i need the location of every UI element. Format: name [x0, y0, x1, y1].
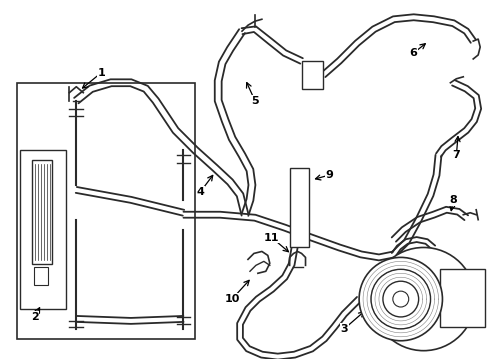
Text: 11: 11	[264, 233, 279, 243]
Bar	[34, 267, 47, 285]
Text: 10: 10	[224, 294, 239, 304]
Text: 8: 8	[448, 195, 456, 205]
Text: 3: 3	[340, 324, 347, 334]
Text: 4: 4	[196, 187, 204, 197]
Bar	[32, 160, 51, 264]
Bar	[289, 168, 309, 247]
Bar	[301, 61, 323, 89]
Text: 5: 5	[251, 96, 258, 105]
Circle shape	[358, 257, 442, 341]
Circle shape	[382, 281, 418, 317]
Text: 1: 1	[97, 68, 105, 78]
Text: 7: 7	[451, 150, 459, 160]
Circle shape	[370, 269, 429, 329]
Bar	[17, 83, 195, 339]
Text: 6: 6	[409, 48, 417, 58]
Circle shape	[392, 291, 408, 307]
Bar	[440, 269, 484, 327]
Circle shape	[371, 247, 474, 351]
Text: 2: 2	[31, 312, 39, 322]
Bar	[20, 150, 66, 309]
Text: 9: 9	[325, 170, 333, 180]
